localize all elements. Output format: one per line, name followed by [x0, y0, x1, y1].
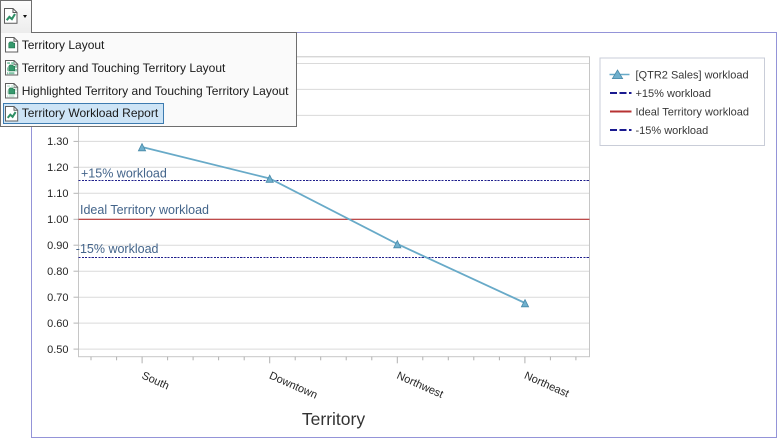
svg-text:+15% workload: +15% workload	[636, 88, 712, 100]
svg-text:0.50: 0.50	[47, 344, 68, 356]
svg-text:1.10: 1.10	[47, 188, 68, 200]
svg-text:-15% workload: -15% workload	[76, 242, 159, 256]
svg-text:1.00: 1.00	[47, 214, 68, 226]
svg-text:Ideal Territory workload: Ideal Territory workload	[636, 106, 750, 118]
svg-text:Northwest: Northwest	[395, 370, 445, 401]
svg-text:0.60: 0.60	[47, 318, 68, 330]
svg-text:Ideal Territory workload: Ideal Territory workload	[80, 203, 209, 217]
svg-text:0.70: 0.70	[47, 292, 68, 304]
svg-text:0.90: 0.90	[47, 240, 68, 252]
svg-text:[QTR2 Sales] workload: [QTR2 Sales] workload	[636, 69, 749, 81]
svg-text:South: South	[140, 370, 171, 393]
svg-text:Northeast: Northeast	[522, 370, 570, 400]
svg-text:Territory: Territory	[302, 409, 365, 429]
svg-text:-15% workload: -15% workload	[636, 125, 709, 137]
svg-text:0.80: 0.80	[47, 266, 68, 278]
svg-text:1.20: 1.20	[47, 162, 68, 174]
svg-text:Downtown: Downtown	[267, 370, 319, 402]
svg-text:1.30: 1.30	[47, 136, 68, 148]
svg-text:+15% workload: +15% workload	[81, 166, 167, 180]
